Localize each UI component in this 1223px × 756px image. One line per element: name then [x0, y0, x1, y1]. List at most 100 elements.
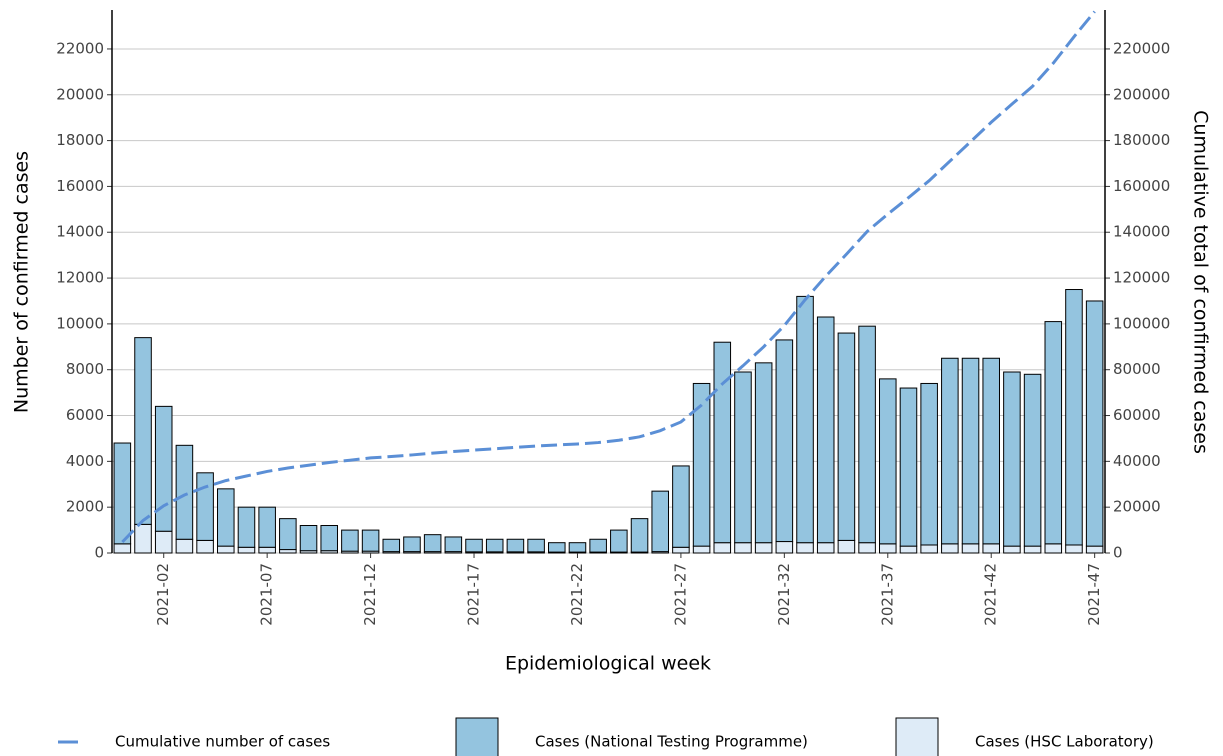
bar — [134, 337, 152, 525]
bar — [734, 542, 752, 554]
bar — [941, 543, 959, 554]
bar — [796, 295, 814, 544]
bar — [754, 542, 773, 554]
bar — [1023, 545, 1042, 554]
bar — [941, 357, 959, 545]
bar — [858, 325, 876, 544]
bar — [961, 357, 980, 545]
y-tick-label: 14000 — [56, 223, 104, 241]
bar — [651, 490, 669, 553]
y-tick-label: 16000 — [56, 177, 104, 195]
bar — [568, 542, 587, 553]
bar — [1044, 321, 1063, 545]
bar — [113, 442, 132, 545]
bar — [589, 538, 607, 553]
y2-axis-title: Cumulative total of confirmed cases — [1190, 110, 1212, 454]
x-tick-label: 2021-32 — [775, 563, 793, 626]
bar — [920, 382, 938, 546]
bar — [154, 530, 173, 554]
y2-tick-label: 120000 — [1113, 269, 1170, 287]
bar — [1085, 300, 1104, 547]
bar — [1003, 545, 1021, 554]
bar — [775, 339, 794, 543]
y2-tick-label: 40000 — [1113, 452, 1161, 470]
bar — [154, 405, 173, 532]
bar — [465, 538, 483, 553]
bar — [1023, 373, 1042, 547]
bar — [734, 371, 752, 544]
bar — [837, 539, 856, 554]
bar — [982, 357, 1000, 545]
legend-label: Cumulative number of cases — [115, 733, 330, 751]
bar — [630, 518, 649, 553]
y-tick-label: 0 — [94, 544, 104, 562]
bar — [506, 538, 525, 553]
bar — [299, 525, 318, 552]
y2-tick-label: 60000 — [1113, 406, 1161, 424]
x-tick-label: 2021-22 — [568, 563, 586, 626]
bar — [113, 543, 132, 554]
y-tick-label: 8000 — [66, 360, 104, 378]
bar — [361, 529, 380, 552]
y2-tick-label: 0 — [1113, 544, 1123, 562]
bar — [692, 382, 711, 547]
bar — [196, 539, 214, 554]
y-tick-label: 10000 — [56, 314, 104, 332]
x-tick-label: 2021-47 — [1085, 563, 1103, 626]
x-tick-label: 2021-42 — [982, 563, 1000, 626]
bar — [692, 545, 711, 554]
bar — [610, 529, 628, 553]
bar — [920, 544, 938, 554]
bar — [423, 534, 442, 553]
x-tick-label: 2021-02 — [154, 563, 172, 626]
y2-tick-label: 100000 — [1113, 314, 1170, 332]
bar — [175, 538, 194, 554]
y2-tick-label: 80000 — [1113, 360, 1161, 378]
y2-tick-label: 160000 — [1113, 177, 1170, 195]
y-tick-label: 6000 — [66, 406, 104, 424]
bar — [382, 538, 401, 553]
bar — [672, 465, 690, 548]
bar — [217, 488, 235, 547]
bar — [1003, 371, 1021, 547]
bar — [237, 506, 256, 548]
y-tick-label: 18000 — [56, 131, 104, 149]
y-tick-label: 20000 — [56, 85, 104, 103]
legend-swatch — [455, 717, 499, 756]
bar — [982, 543, 1000, 554]
bar — [341, 529, 359, 552]
y-tick-label: 2000 — [66, 498, 104, 516]
bar — [279, 549, 297, 554]
bar — [672, 546, 690, 554]
y-tick-label: 4000 — [66, 452, 104, 470]
x-tick-label: 2021-07 — [258, 563, 276, 626]
bar — [879, 378, 897, 545]
bar — [816, 316, 835, 544]
bar — [858, 542, 876, 554]
x-tick-label: 2021-37 — [878, 563, 896, 626]
bar — [713, 341, 732, 544]
bar — [279, 518, 297, 551]
bar — [444, 536, 463, 553]
bar — [548, 542, 566, 553]
bar — [713, 542, 732, 554]
bar — [196, 472, 214, 541]
y2-tick-label: 200000 — [1113, 85, 1170, 103]
x-tick-label: 2021-27 — [671, 563, 689, 626]
x-tick-label: 2021-12 — [361, 563, 379, 626]
legend-label: Cases (National Testing Programme) — [535, 733, 808, 751]
legend-label: Cases (HSC Laboratory) — [975, 733, 1154, 751]
bar — [837, 332, 856, 541]
y2-tick-label: 20000 — [1113, 498, 1161, 516]
x-axis-title: Epidemiological week — [505, 653, 711, 675]
bar — [796, 542, 814, 554]
y2-tick-label: 140000 — [1113, 223, 1170, 241]
x-tick-label: 2021-17 — [465, 563, 483, 626]
bar — [320, 525, 338, 552]
y-tick-label: 22000 — [56, 39, 104, 57]
bar — [1065, 289, 1083, 546]
bar — [879, 543, 897, 554]
bar — [961, 543, 980, 554]
bar — [134, 523, 152, 554]
